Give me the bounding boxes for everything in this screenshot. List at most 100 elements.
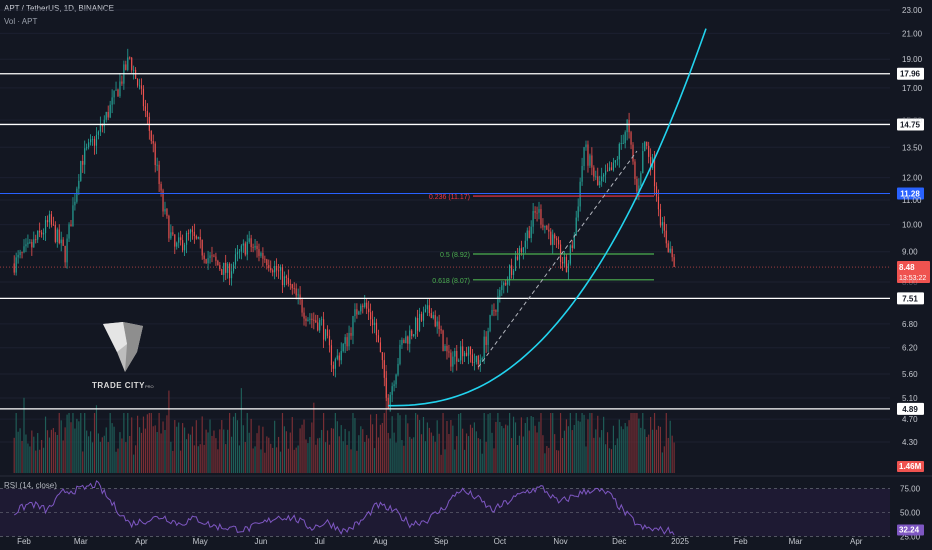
candle-body bbox=[56, 229, 58, 242]
volume-bar bbox=[348, 431, 350, 473]
volume-bar bbox=[444, 449, 446, 473]
volume-bar bbox=[91, 442, 94, 473]
volume-bar bbox=[44, 416, 47, 473]
candle-body bbox=[436, 321, 438, 327]
candle-body bbox=[303, 312, 305, 319]
volume-bar bbox=[236, 420, 239, 473]
volume-bar bbox=[332, 428, 334, 473]
candle-body bbox=[42, 233, 45, 235]
candle-body bbox=[448, 351, 450, 353]
candle-body bbox=[246, 241, 248, 255]
candle-body bbox=[571, 245, 573, 248]
candle-body bbox=[64, 245, 66, 263]
candle-body bbox=[183, 244, 186, 251]
candle-body bbox=[354, 309, 356, 317]
candle-body bbox=[340, 351, 342, 361]
volume-bar bbox=[424, 441, 427, 473]
volume-bar bbox=[229, 413, 231, 473]
candle-body bbox=[330, 345, 333, 366]
candle-body bbox=[417, 318, 419, 331]
volume-bar bbox=[148, 413, 150, 473]
parabolic-curve[interactable] bbox=[388, 28, 707, 407]
candle-body bbox=[189, 229, 192, 234]
time-tick: May bbox=[193, 537, 208, 546]
volume-bar bbox=[395, 442, 397, 473]
volume-bar bbox=[605, 444, 607, 473]
candle-body bbox=[366, 302, 368, 309]
candle-body bbox=[17, 255, 19, 258]
volume-bar bbox=[29, 446, 31, 473]
volume-bar bbox=[440, 454, 442, 473]
candle-body bbox=[230, 271, 233, 279]
candle-body bbox=[605, 170, 607, 175]
candle-body bbox=[599, 181, 601, 186]
candle-body bbox=[452, 356, 454, 367]
dashed-trendline[interactable] bbox=[477, 150, 638, 368]
volume-bar bbox=[344, 428, 346, 473]
candle-body bbox=[534, 211, 536, 213]
price-tick: 15.00 bbox=[902, 116, 923, 125]
candle-body bbox=[164, 209, 166, 212]
candle-body bbox=[438, 321, 440, 329]
volume-bar bbox=[176, 426, 178, 473]
candle-body bbox=[115, 89, 117, 91]
candle-body bbox=[187, 232, 190, 234]
candle-body bbox=[25, 244, 27, 247]
candle-body bbox=[156, 164, 158, 166]
volume-bar bbox=[240, 388, 242, 473]
candle-body bbox=[344, 337, 346, 344]
candle-body bbox=[616, 159, 618, 161]
volume-bar bbox=[579, 421, 581, 473]
price-tick: 21.00 bbox=[902, 29, 923, 38]
candle-body bbox=[315, 320, 317, 323]
candle-body bbox=[389, 394, 391, 409]
candle-body bbox=[579, 181, 581, 207]
volume-bar bbox=[211, 435, 213, 473]
candle-body bbox=[283, 276, 286, 286]
volume-bar bbox=[160, 433, 162, 473]
volume-bar bbox=[277, 436, 280, 473]
candle-body bbox=[628, 119, 630, 133]
volume-bars: 1.46M bbox=[13, 365, 924, 473]
candle-body bbox=[93, 138, 96, 146]
volume-bar bbox=[283, 426, 286, 473]
candle-body bbox=[536, 212, 538, 214]
candle-body bbox=[258, 249, 260, 256]
candle-body bbox=[323, 319, 325, 340]
volume-bar bbox=[131, 417, 133, 473]
candle-body bbox=[74, 201, 76, 206]
candle-body bbox=[264, 258, 266, 260]
volume-bar bbox=[593, 437, 595, 473]
candle-body bbox=[129, 57, 131, 59]
candle-body bbox=[201, 239, 203, 256]
volume-bar bbox=[330, 428, 333, 473]
volume-bar bbox=[450, 420, 452, 473]
time-tick: 2025 bbox=[671, 537, 689, 546]
volume-bar bbox=[25, 434, 27, 473]
volume-bar bbox=[242, 425, 244, 473]
last-price-tag bbox=[897, 261, 930, 284]
volume-bar bbox=[68, 413, 70, 473]
volume-bar bbox=[651, 429, 654, 473]
candle-body bbox=[471, 354, 474, 363]
volume-bar bbox=[481, 453, 483, 473]
candle-body bbox=[319, 319, 321, 331]
candle-body bbox=[375, 322, 378, 336]
volume-bar bbox=[287, 448, 289, 473]
volume-bar bbox=[35, 450, 37, 473]
volume-bar bbox=[56, 434, 58, 473]
time-axis[interactable]: Feb Mar Apr May Jun Jul Aug Sep Oct Nov Dec 2025 Feb… bbox=[17, 537, 863, 546]
bar-countdown: 13:53:22 bbox=[899, 275, 926, 282]
volume-bar bbox=[505, 424, 507, 473]
candle-body bbox=[52, 224, 54, 226]
volume-bar bbox=[305, 439, 307, 473]
volume-bar bbox=[142, 416, 145, 473]
candle-body bbox=[277, 270, 280, 272]
price-axis[interactable]: 23.00 21.00 19.00 17.00 15.00 13.50 12.00 11.00… bbox=[902, 6, 923, 447]
volume-bar bbox=[41, 439, 43, 473]
volume-bar bbox=[340, 425, 342, 473]
candle-body bbox=[166, 209, 168, 216]
candle-body bbox=[614, 160, 616, 163]
candle-body bbox=[33, 239, 35, 248]
